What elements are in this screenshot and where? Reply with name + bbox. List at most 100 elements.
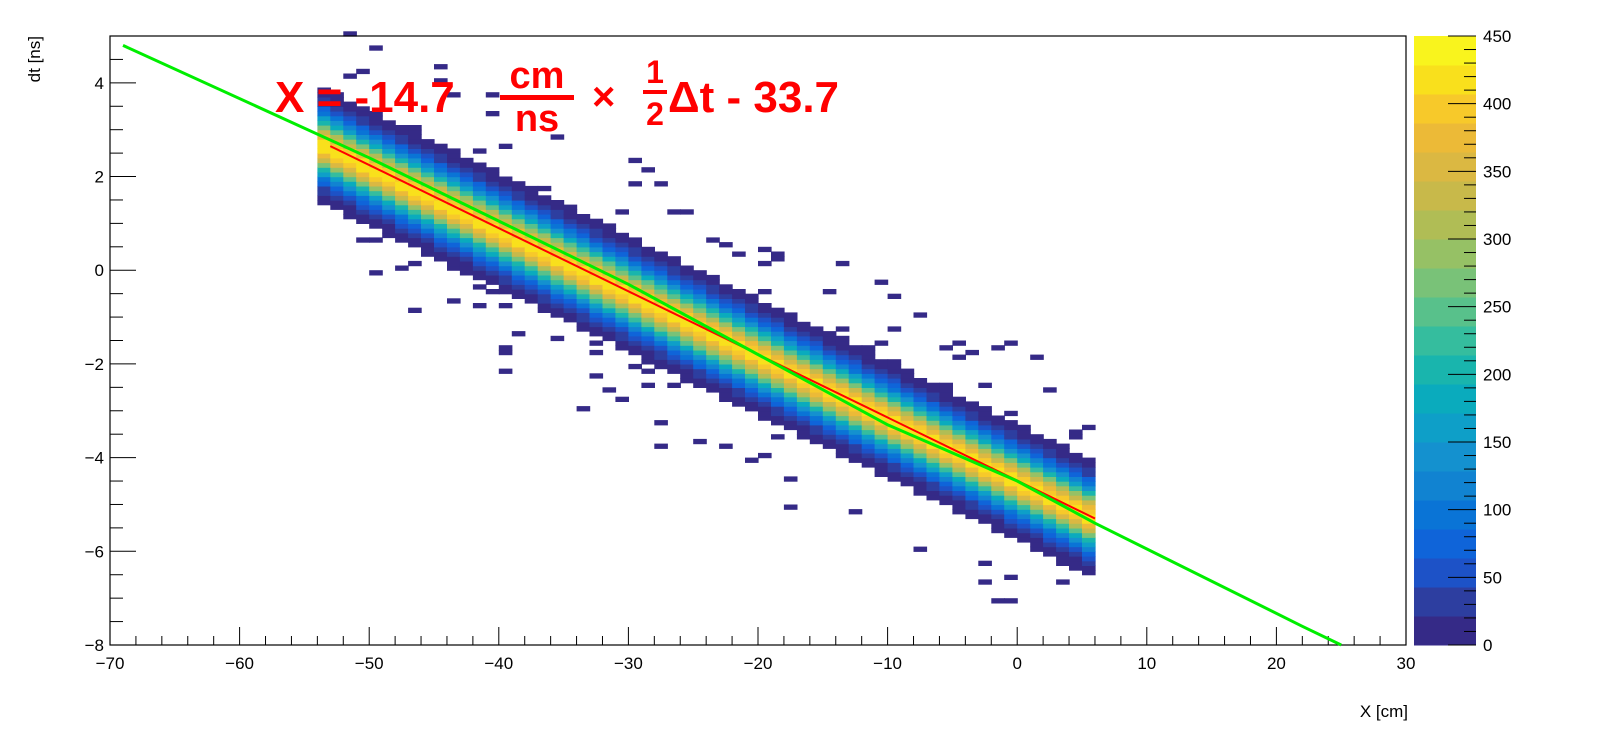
histogram-cell [1017,448,1031,454]
histogram-cell [382,185,396,192]
histogram-cell [719,345,733,351]
histogram-cell [693,363,707,370]
histogram-cell [900,467,915,473]
histogram-cell [926,462,941,468]
histogram-cell [732,354,746,360]
histogram-cell [628,340,642,346]
histogram-cell [926,452,941,459]
histogram-cell [369,115,383,121]
histogram-cell [926,448,941,454]
histogram-cell [408,139,422,145]
histogram-cell [861,387,876,393]
histogram-cell [654,279,668,285]
histogram-cell [459,195,474,201]
histogram-cell [719,368,733,374]
histogram-cell [434,218,448,224]
histogram-cell [356,162,370,168]
histogram-cell [330,181,344,187]
histogram-cell [330,190,344,196]
histogram-cell [589,223,604,229]
histogram-cell [1030,485,1044,491]
histogram-cell [369,111,383,117]
histogram-cell [472,190,487,196]
histogram-cell [447,200,461,206]
histogram-cell [654,359,668,365]
histogram-cell [654,289,668,295]
histogram-cell [408,200,422,206]
histogram-cell [1069,481,1083,487]
histogram-cell [861,359,876,365]
histogram-cell [771,406,785,412]
histogram-cell [356,139,370,145]
histogram-cell [861,401,876,407]
histogram-cell [809,438,824,445]
histogram-cell [952,434,966,440]
histogram-cell [602,293,617,299]
histogram-cell [434,237,448,243]
histogram-cell [589,373,604,379]
histogram-cell [343,185,357,192]
histogram-cell [978,443,992,449]
histogram-cell [835,434,850,440]
histogram-cell [809,335,824,342]
histogram-cell [550,223,565,229]
histogram-cell [939,387,953,393]
histogram-cell [835,452,850,459]
colorbar-segment [1414,384,1476,414]
histogram-cell [1004,527,1018,534]
histogram-cell [576,256,591,262]
histogram-cell [602,312,617,318]
histogram-cell [395,232,409,239]
histogram-cell [732,289,746,295]
histogram-cell [369,143,383,149]
histogram-cell [758,378,772,384]
histogram-cell [991,448,1005,454]
histogram-cell [1004,574,1018,580]
histogram-cell [1056,481,1070,487]
histogram-cell [1043,499,1057,506]
histogram-cell [848,457,863,463]
histogram-cell [1056,448,1070,454]
histogram-cell [343,139,357,145]
histogram-cell [628,317,642,323]
histogram-cell [654,345,668,351]
histogram-cell [745,392,759,398]
histogram-cell [939,490,953,496]
histogram-cell [524,223,539,229]
histogram-cell [1082,471,1096,477]
histogram-cell [317,101,331,107]
histogram-cell [330,185,344,192]
histogram-cell [576,406,591,412]
histogram-cell [511,190,526,196]
histogram-cell [1082,509,1096,515]
histogram-cell [887,434,902,440]
histogram-cell [861,396,876,402]
histogram-cell [628,256,642,262]
histogram-cell [421,218,435,224]
histogram-cell [317,167,331,173]
formula-half-num: 1 [646,54,664,90]
histogram-cell [771,387,785,393]
histogram-cell [965,490,979,496]
histogram-cell [1030,527,1044,534]
histogram-cell [421,214,435,220]
histogram-cell [576,317,591,323]
histogram-cell [874,396,889,402]
histogram-cell [719,378,733,384]
histogram-cell [719,373,733,379]
histogram-cell [421,162,435,168]
histogram-cell [874,424,889,431]
histogram-cell [991,438,1005,445]
histogram-cell [771,354,785,360]
histogram-cell [589,274,604,281]
histogram-cell [1004,471,1018,477]
histogram-cell [758,321,772,328]
histogram-cell [822,363,837,370]
histogram-cell [719,312,733,318]
histogram-cell [1082,485,1096,491]
histogram-cell [796,434,811,440]
histogram-cell [1069,490,1083,496]
histogram-cell [382,218,396,224]
histogram-cell [654,181,668,187]
colorbar-segment [1414,297,1476,327]
